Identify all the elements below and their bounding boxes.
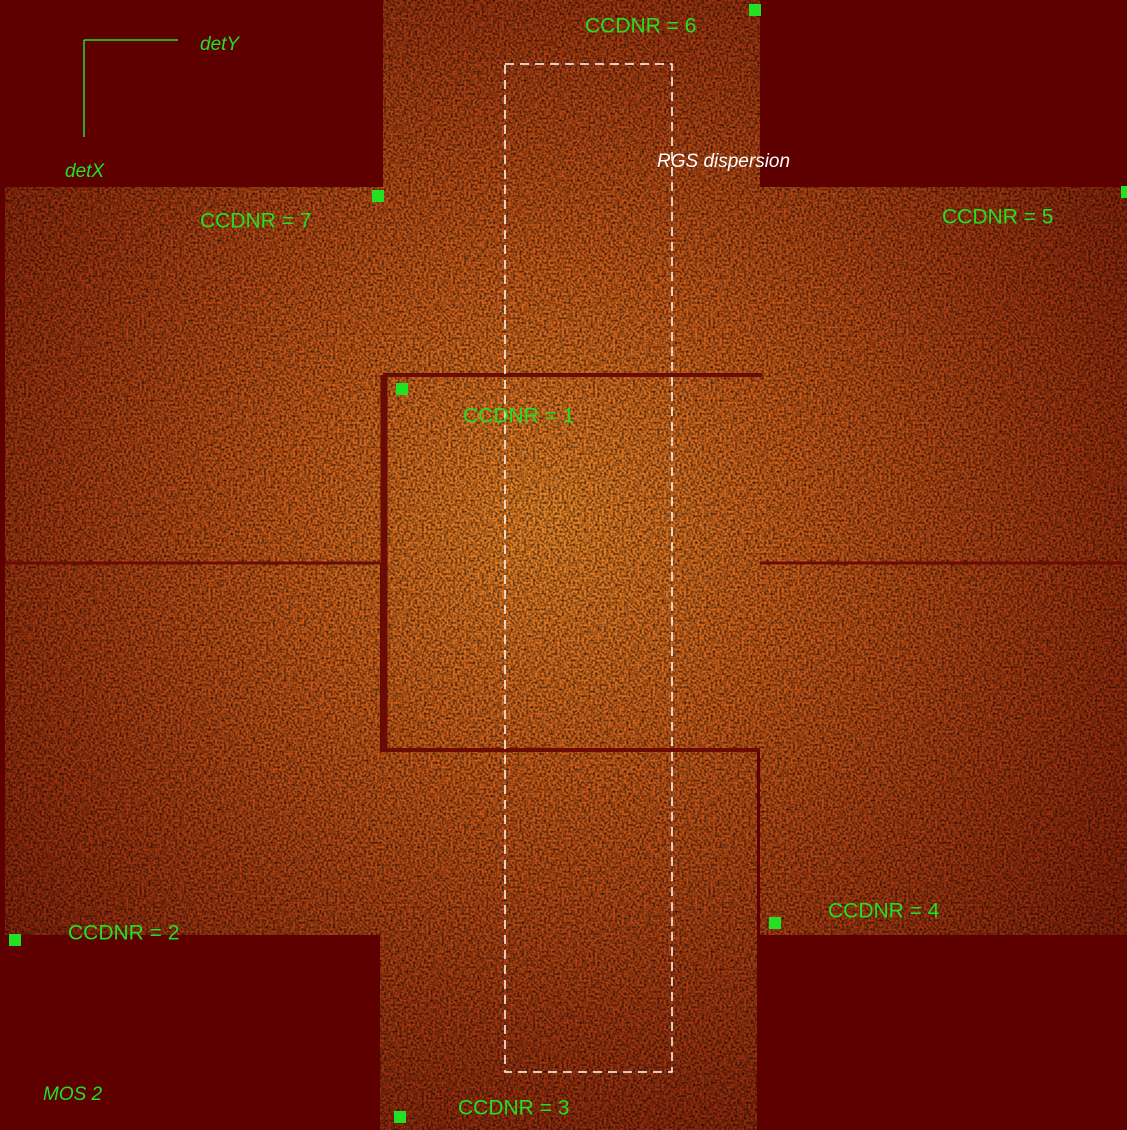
annotation: RGS dispersion (657, 151, 790, 172)
ccd-array (0, 0, 1127, 1130)
ccd-label: CCDNR = 4 (828, 900, 940, 923)
ccd-label: CCDNR = 7 (200, 210, 311, 233)
ccd-label: CCDNR = 6 (585, 15, 696, 38)
ccd-label: CCDNR = 2 (68, 922, 179, 945)
ccd-label: CCDNR = 5 (942, 206, 1053, 229)
x-axis-label: detX (65, 161, 105, 182)
y-axis-label: detY (200, 34, 240, 55)
detector-image: detY detX RGS dispersion MOS 2 CCDNR = 6… (0, 0, 1127, 1130)
instrument-label: MOS 2 (43, 1084, 103, 1105)
ccd-label: CCDNR = 1 (463, 405, 574, 428)
ccd-label: CCDNR = 3 (458, 1097, 569, 1120)
axes-indicator (84, 40, 178, 137)
